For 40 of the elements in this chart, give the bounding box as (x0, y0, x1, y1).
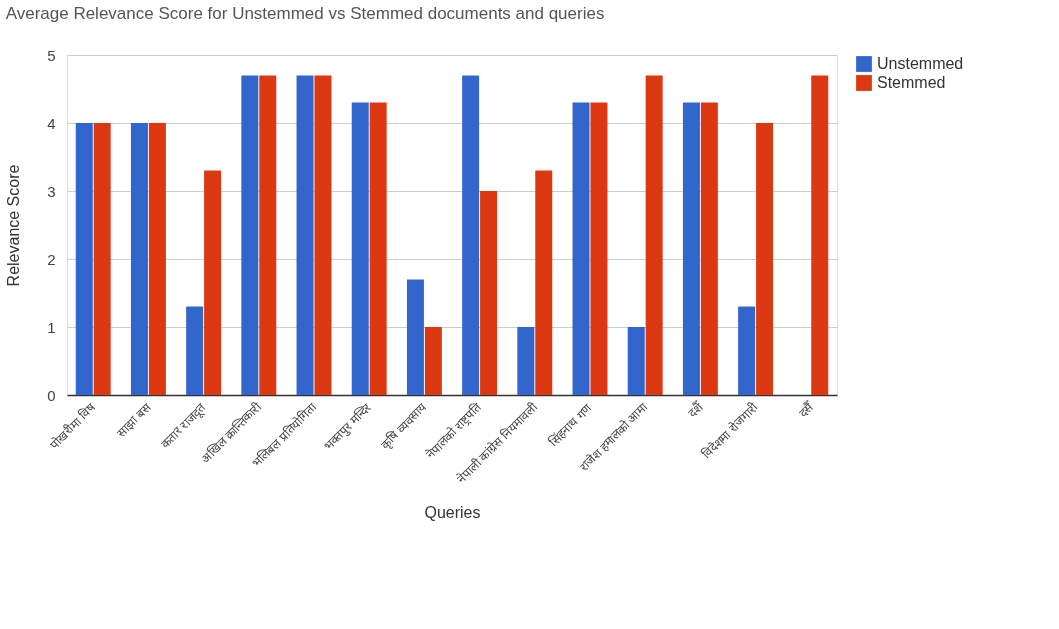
bar (406, 279, 424, 395)
bar (517, 327, 535, 395)
bar (204, 170, 222, 395)
bar (738, 306, 756, 395)
y-tick-label: 0 (47, 386, 56, 404)
bar (682, 102, 700, 395)
bar (130, 123, 148, 395)
bar (314, 75, 332, 395)
legend-label: Stemmed (877, 74, 946, 91)
y-axis-title: Relevance Score (5, 164, 23, 287)
chart-title: Average Relevance Score for Unstemmed vs Stemmed documents and queries (5, 4, 605, 23)
bar (462, 75, 480, 395)
bar (756, 123, 774, 395)
bar (572, 102, 590, 395)
bar (241, 75, 259, 395)
bar (424, 327, 442, 395)
y-tick-label: 4 (47, 114, 56, 132)
bar (480, 191, 498, 395)
bar (186, 306, 204, 395)
bar (535, 170, 553, 395)
x-axis-title: Queries (424, 504, 481, 522)
bar (811, 75, 829, 395)
y-tick-label: 5 (47, 46, 56, 64)
bar (351, 102, 369, 395)
bar (645, 75, 663, 395)
y-tick-label: 1 (47, 318, 56, 336)
bar (148, 123, 166, 395)
bar (75, 123, 93, 395)
bar (296, 75, 314, 395)
bar (700, 102, 718, 395)
bar (369, 102, 387, 395)
bar (259, 75, 277, 395)
bar (93, 123, 111, 395)
y-tick-label: 3 (47, 182, 56, 200)
y-tick-label: 2 (47, 250, 56, 268)
bar (590, 102, 608, 395)
x-tick-label: दशैँ (685, 399, 707, 421)
bar (627, 327, 645, 395)
legend-label: Unstemmed (877, 55, 964, 72)
x-tick-label: दसैँ (795, 399, 818, 421)
